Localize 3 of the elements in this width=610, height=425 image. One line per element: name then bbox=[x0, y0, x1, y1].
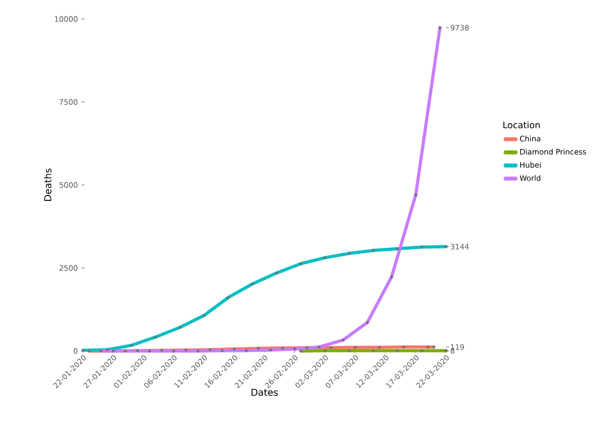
x-axis-title: Dates bbox=[252, 388, 278, 396]
legend-title: Location bbox=[503, 121, 540, 128]
y-axis-title: Deaths bbox=[44, 168, 52, 201]
